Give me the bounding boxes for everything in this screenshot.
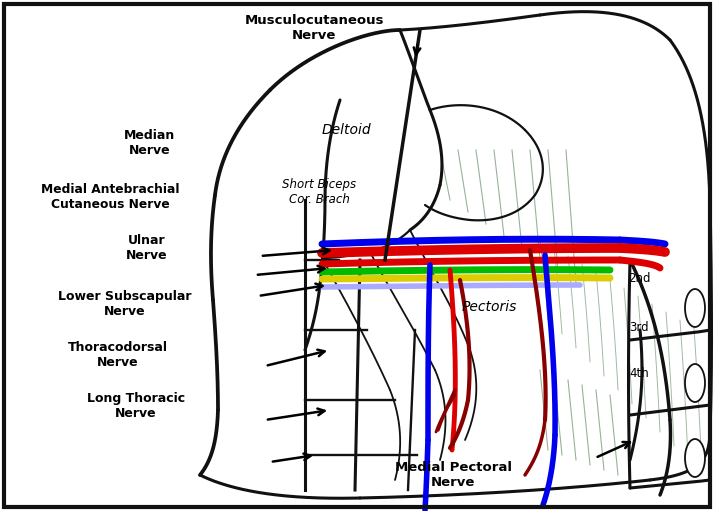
Ellipse shape [685,364,705,402]
Text: Musculocutaneous
Nerve: Musculocutaneous Nerve [244,14,384,42]
Text: Lower Subscapular
Nerve: Lower Subscapular Nerve [59,290,191,318]
Text: Medial Antebrachial
Cutaneous Nerve: Medial Antebrachial Cutaneous Nerve [41,183,180,211]
Text: 4th: 4th [629,366,649,380]
Text: Thoracodorsal
Nerve: Thoracodorsal Nerve [68,341,168,369]
Text: Long Thoracic
Nerve: Long Thoracic Nerve [86,392,185,420]
Text: Pectoris: Pectoris [461,299,517,314]
Text: 2nd: 2nd [628,272,650,285]
Ellipse shape [685,289,705,327]
Text: Medial Pectoral
Nerve: Medial Pectoral Nerve [395,461,512,489]
Text: 3rd: 3rd [629,320,649,334]
Ellipse shape [685,439,705,477]
Text: Deltoid: Deltoid [321,123,371,137]
Text: Ulnar
Nerve: Ulnar Nerve [126,234,167,262]
Text: Short Biceps
Cor. Brach: Short Biceps Cor. Brach [282,178,356,205]
Text: Median
Nerve: Median Nerve [124,129,176,157]
